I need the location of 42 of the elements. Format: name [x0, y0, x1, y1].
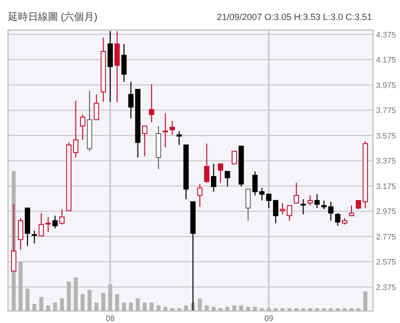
- candlestick: [59, 208, 65, 225]
- candlestick: [300, 198, 306, 215]
- candlestick: [286, 205, 292, 222]
- candlestick: [18, 218, 24, 250]
- candlestick: [142, 125, 148, 157]
- chart-subtitle: 延時日線圖 (六個月): [7, 11, 98, 23]
- candlestick: [314, 194, 320, 209]
- candlestick: [156, 125, 162, 170]
- candlestick: [162, 112, 168, 148]
- y-tick-label: 3.375: [376, 156, 397, 166]
- y-tick-label: 3.975: [376, 80, 397, 90]
- candlestick: [170, 120, 175, 136]
- y-tick-label: 3.775: [376, 106, 397, 116]
- y-tick-label: 2.575: [376, 258, 397, 267]
- y-tick-label: 3.575: [376, 131, 397, 140]
- candlestick: [176, 130, 182, 146]
- candlestick: [108, 30, 113, 102]
- candlestick: [232, 150, 237, 164]
- candlestick: [197, 184, 202, 208]
- candlestick: [294, 182, 300, 204]
- y-tick-label: 2.375: [376, 283, 397, 292]
- candlestick: [307, 194, 313, 206]
- candlestick: [204, 143, 210, 184]
- candlestick: [335, 212, 340, 226]
- text: 21/09/2007 O:3.05 H:3.53 L:3.0 C:3.51: [216, 12, 372, 22]
- y-tick-label: 3.175: [376, 182, 397, 191]
- x-tick-label: 08: [106, 314, 116, 323]
- candlestick: [148, 84, 154, 123]
- candlestick: [348, 205, 354, 216]
- y-tick-label: 2.775: [376, 232, 397, 242]
- y-tick-label: 2.975: [376, 207, 397, 216]
- y-tick-label: 4.375: [376, 30, 397, 40]
- candlestick: [224, 170, 230, 188]
- candlestick: [114, 30, 120, 102]
- y-tick-label: 4.175: [376, 56, 397, 65]
- candlestick: [94, 94, 100, 120]
- candlestick: [210, 163, 216, 192]
- candlestick: [245, 188, 251, 222]
- candlestick: [121, 43, 127, 82]
- candlestick: [218, 163, 224, 184]
- candlestick: [280, 202, 286, 215]
- x-tick-label: 09: [264, 314, 274, 323]
